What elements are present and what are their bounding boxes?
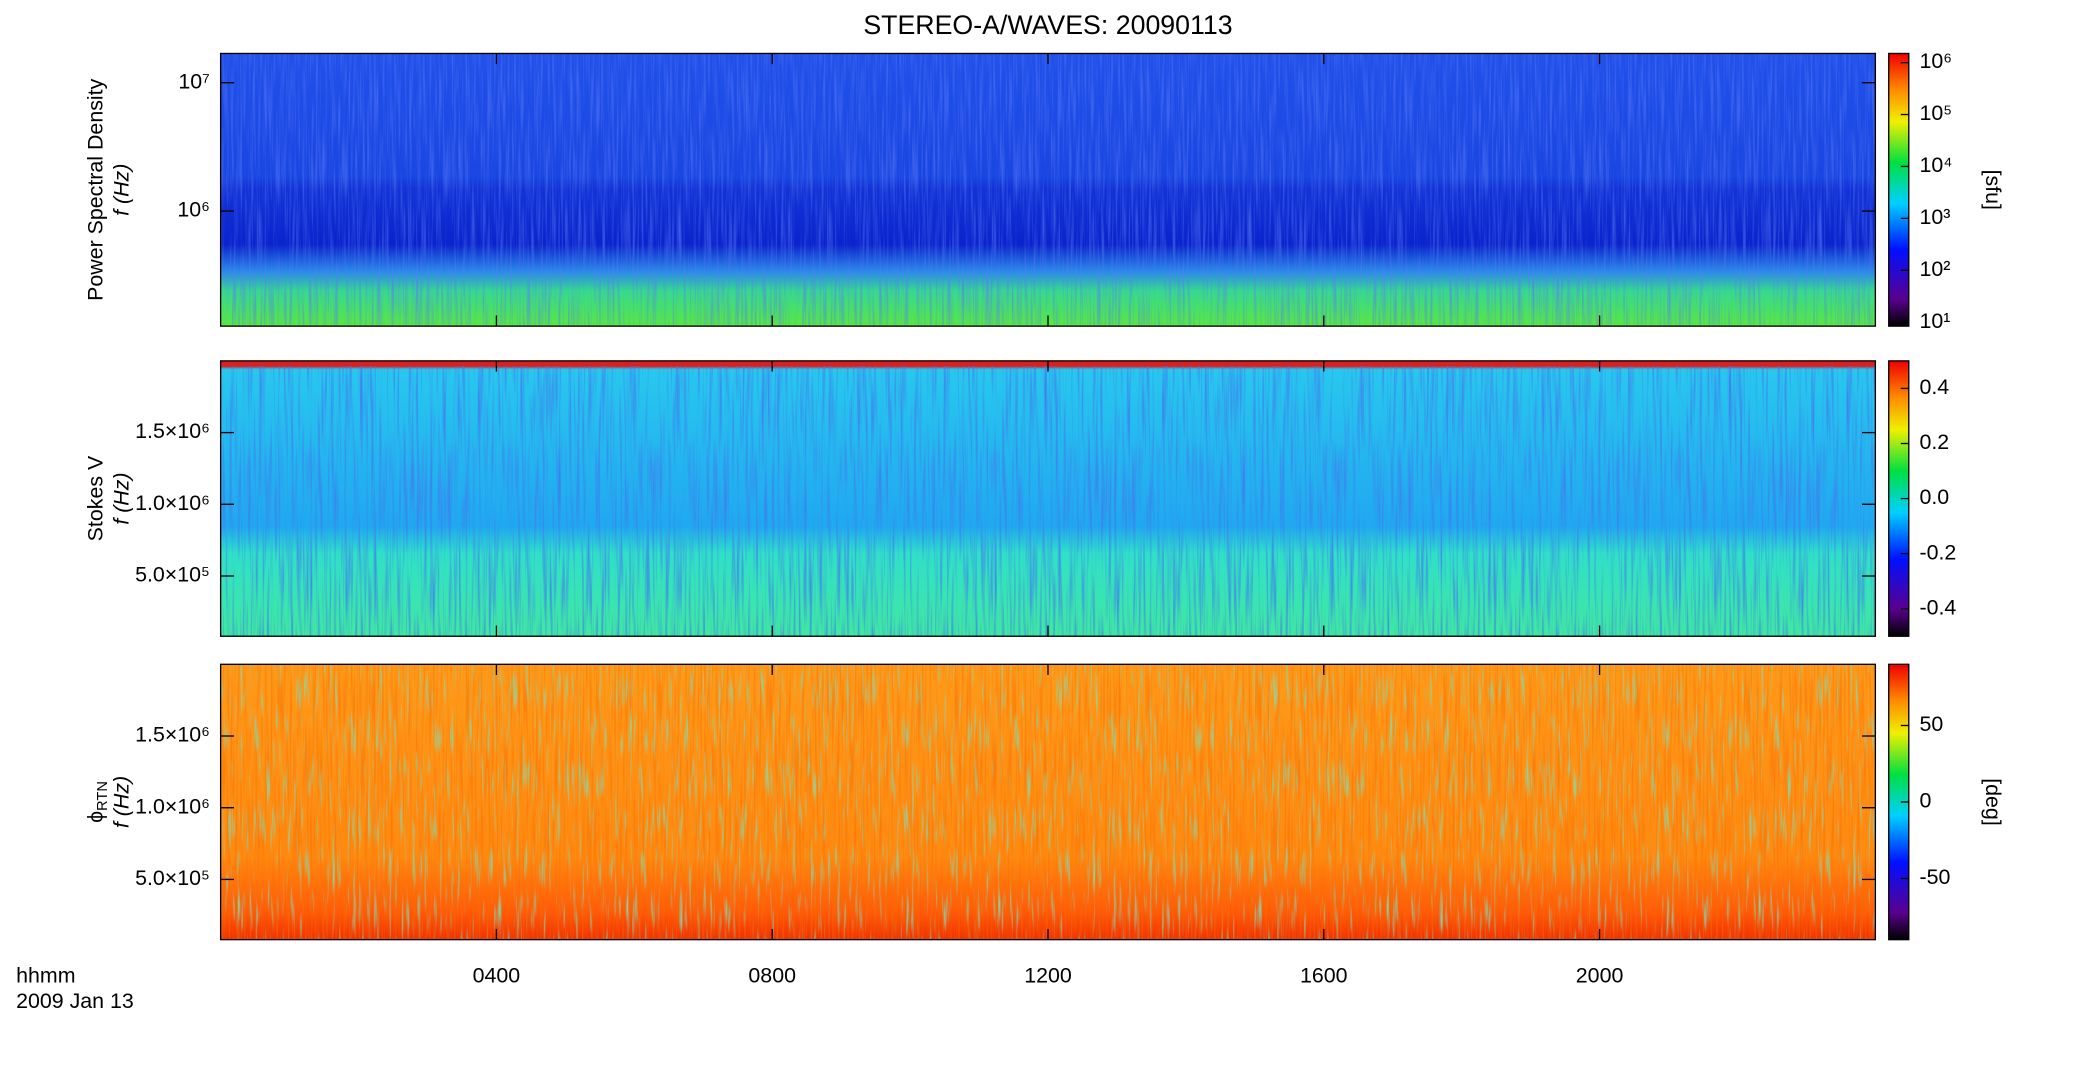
y-axis-label-2: f (Hz)	[110, 472, 134, 524]
y-tick-label: 1.0×10⁶	[135, 794, 210, 818]
colorbar-tick-label: 0.4	[1919, 375, 1949, 399]
colorbar-tick-label: -0.4	[1919, 595, 1956, 619]
spectrogram-backgrounds	[220, 53, 1876, 940]
y-axis-label-2: f (Hz)	[110, 164, 134, 216]
date-label: 2009 Jan 13	[16, 989, 134, 1013]
y-axis-label: Power Spectral Density	[83, 78, 107, 300]
colorbar-tick-label: 10¹	[1919, 309, 1950, 333]
y-axis-label-text: Power Spectral Density	[83, 78, 107, 300]
colorbar-label: [sfu]	[1981, 170, 2005, 210]
y-tick-label: 5.0×10⁵	[135, 866, 210, 890]
x-axis-label: hhmm	[16, 964, 75, 988]
colorbar-tick-label: 50	[1919, 712, 1943, 736]
x-tick-label: 1200	[1024, 964, 1072, 988]
y-axis-label-2: f (Hz)	[110, 776, 134, 828]
colorbar-tick-label: 0	[1919, 789, 1931, 813]
y-axis-label-subscript: RTN	[95, 781, 111, 811]
spectrogram-texture	[220, 53, 1876, 327]
x-tick-label: 0800	[748, 964, 796, 988]
colorbar	[1888, 52, 1910, 327]
colorbar-label: [deg]	[1981, 778, 2005, 826]
y-axis-label: Stokes V	[83, 455, 107, 541]
colorbar-tick-label: 10⁶	[1919, 49, 1952, 73]
y-axis-label-text: ϕ	[83, 811, 107, 823]
x-tick-label: 1600	[1300, 964, 1348, 988]
y-tick-label: 1.0×10⁶	[135, 491, 210, 515]
colorbar-tick-label: 10⁵	[1919, 101, 1952, 125]
colorbar-tick-label: 0.2	[1919, 430, 1949, 454]
y-axis-label-text: Stokes V	[83, 455, 107, 541]
spectrogram-texture	[220, 664, 1876, 940]
x-tick-label: 0400	[473, 964, 521, 988]
y-tick-label: 5.0×10⁵	[135, 563, 210, 587]
y-tick-label: 1.5×10⁶	[135, 723, 210, 747]
colorbar-tick-label: 10³	[1919, 205, 1950, 229]
chart-title: STEREO-A/WAVES: 20090113	[863, 10, 1232, 40]
y-tick-label: 1.5×10⁶	[135, 419, 210, 443]
colorbar-tick-label: 10⁴	[1919, 153, 1952, 177]
spectrogram-texture	[220, 366, 1876, 637]
colorbar-tick-label: 0.0	[1919, 485, 1949, 509]
colorbar-tick-label: -50	[1919, 865, 1950, 889]
y-tick-label: 10⁷	[178, 69, 210, 93]
x-tick-label: 2000	[1576, 964, 1624, 988]
y-axis-label: ϕRTN	[83, 781, 111, 823]
colorbar-tick-label: -0.2	[1919, 540, 1956, 564]
y-tick-label: 10⁶	[177, 198, 210, 222]
colorbar-tick-label: 10²	[1919, 257, 1950, 281]
